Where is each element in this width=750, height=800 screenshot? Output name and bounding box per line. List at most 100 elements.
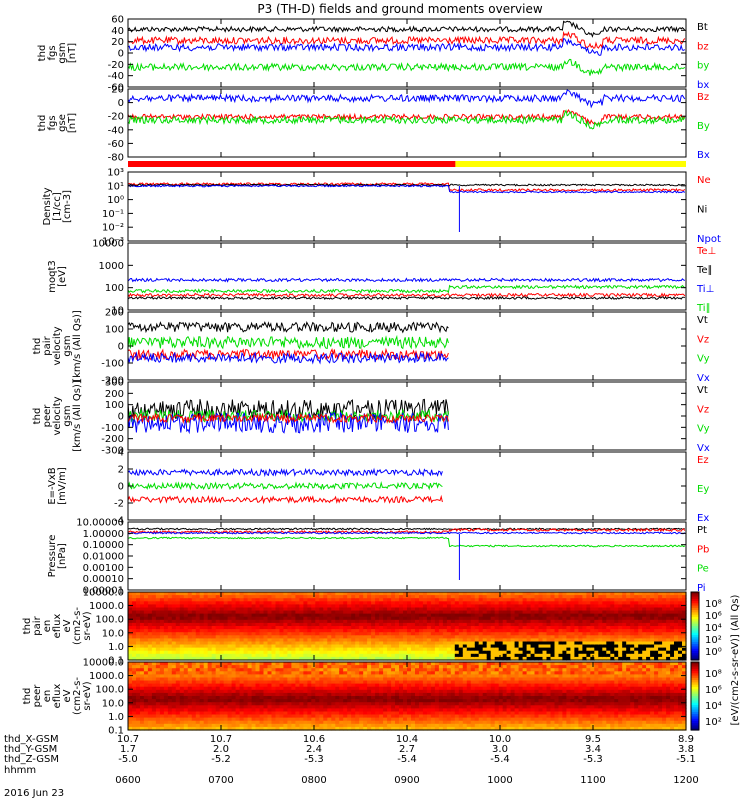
spectrogram-cell [470,653,476,658]
spectrogram-cell [151,595,157,599]
spectrogram-cell [159,641,165,646]
spectrogram-cell [147,653,153,658]
spectrogram-cell [259,629,265,633]
spectrogram-cell [223,662,229,666]
spectrogram-cell [383,629,388,633]
spectrogram-cell [243,671,249,675]
spectrogram-cell [586,656,591,661]
spectrogram-cell [251,717,257,722]
spectrogram-cell [510,607,516,612]
spectrogram-cell [183,696,189,700]
spectrogram-cell [634,647,639,652]
spectrogram-cell [351,699,356,703]
spectrogram-cell [454,601,460,605]
spectrogram-cell [630,592,635,596]
spectrogram-cell [195,629,201,633]
spectrogram-cell [614,638,619,643]
spectrogram-cell [554,650,560,655]
spectrogram-cell [678,598,683,602]
spectrogram-cell [614,650,619,655]
spectrogram-cell [199,601,205,605]
spectrogram-cell [327,641,332,646]
spectrogram-cell [143,686,149,691]
spectrogram-cell [231,723,237,728]
spectrogram-cell [287,644,292,649]
spectrogram-cell [163,689,169,694]
spectrogram-cell [323,653,328,658]
spectrogram-cell [610,607,615,612]
spectrogram-cell [470,632,476,636]
spectrogram-cell [426,653,432,658]
spectrogram-cell [307,696,312,700]
spectrogram-cell [650,647,655,652]
spectrogram-cell [570,601,575,605]
spectrogram-cell [462,604,468,609]
spectrogram-cell [199,671,205,675]
spectrogram-cell [211,717,217,722]
spectrogram-cell [219,601,225,605]
spectrogram-cell [299,641,304,646]
spectrogram-cell [143,674,149,679]
spectrogram-cell [275,598,281,602]
spectrogram-cell [255,635,261,639]
spectrogram-cell [482,601,488,605]
spectrogram-cell [438,604,444,609]
spectrogram-cell [470,619,476,624]
spectrogram-cell [171,650,177,655]
spectrogram-cell [147,662,153,666]
spectrogram-cell [403,598,408,602]
spectrogram-cell [128,635,133,639]
spectrogram-cell [311,635,316,639]
spectrogram-cell [383,726,388,731]
spectrogram-cell [430,613,436,618]
spectrogram-cell [658,653,663,658]
spectrogram-cell [315,692,320,697]
spectrogram-cell [323,720,328,725]
legend-entry: Vz [697,334,709,345]
spectrogram-cell [530,632,536,636]
spectrogram-cell [159,598,165,602]
colorbar-segment [691,644,699,647]
spectrogram-cell [151,705,157,709]
spectrogram-cell [331,714,336,719]
spectrogram-cell [438,629,444,633]
spectrogram-cell [255,665,261,669]
spectrogram-cell [143,635,149,639]
spectrogram-cell [562,647,567,652]
spectrogram-cell [614,647,619,652]
spectrogram-cell [227,692,233,697]
spectrogram-cell [331,705,336,709]
panel-frame [127,171,687,242]
spectrogram-cell [147,607,153,612]
y-tick-label: 100 [105,400,124,411]
spectrogram-cell [387,665,392,669]
y-axis-label: gsm [62,405,73,426]
spectrogram-cell [203,668,209,672]
spectrogram-cell [287,705,292,709]
spectrogram-cell [335,711,340,716]
spectrogram-cell [136,726,141,731]
spectrogram-cell [526,632,532,636]
spectrogram-cell [618,629,623,633]
spectrogram-cell [422,622,428,627]
spectrogram-cell [343,671,348,675]
spectrogram-cell [128,622,133,627]
spectrogram-cell [666,638,671,643]
spectrogram-cell [291,598,296,602]
spectrogram-cell [275,668,281,672]
spectrogram-cell [355,665,360,669]
spectrogram-cell [263,604,269,609]
spectrogram-cell [343,653,348,658]
spectrogram-cell [498,644,504,649]
spectrogram-cell [327,610,332,615]
spectrogram-cell [251,635,257,639]
spectrogram-cell [295,647,300,652]
spectrogram-cell [566,619,571,624]
spectrogram-cell [486,647,492,652]
spectrogram-cell [494,644,500,649]
spectrogram-cell [311,610,316,615]
spectrogram-cell [630,638,635,643]
spectrogram-cell [339,686,344,691]
spectrogram-cell [239,638,245,643]
spectrogram-cell [618,638,623,643]
